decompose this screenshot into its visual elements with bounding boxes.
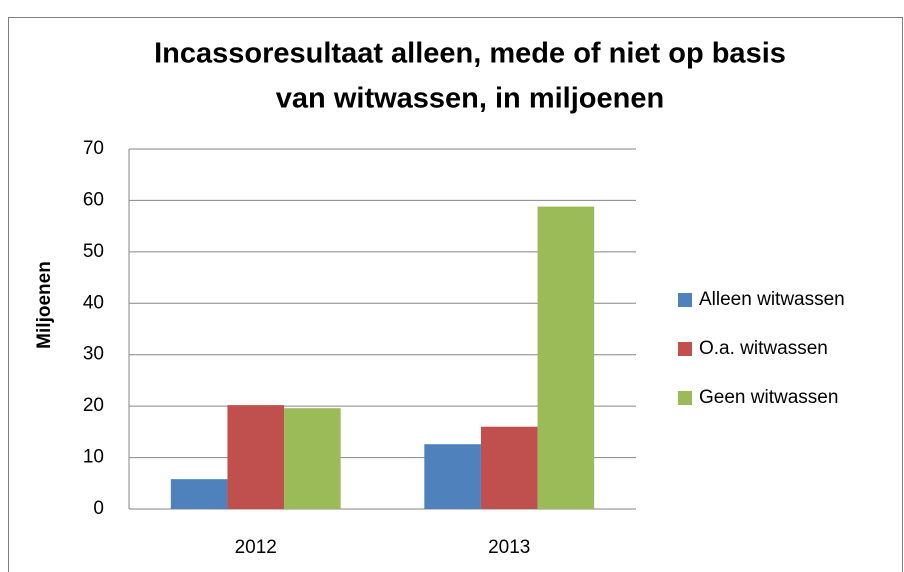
- y-tick-label: 60: [83, 189, 104, 210]
- x-tick-label: 2013: [488, 537, 530, 558]
- y-tick-label: 70: [83, 138, 104, 159]
- y-tick-label: 50: [83, 241, 104, 262]
- bar: [170, 479, 228, 509]
- y-tick-label: 30: [83, 344, 104, 365]
- legend-label: Alleen witwassen: [699, 289, 845, 310]
- y-tick-label: 10: [83, 447, 104, 468]
- bar: [537, 206, 595, 509]
- y-axis-label: Miljoenen: [34, 261, 55, 349]
- bar: [480, 426, 538, 509]
- y-tick-label: 0: [93, 498, 104, 519]
- legend-swatch: [678, 293, 692, 307]
- chart-title: Incassoresultaat alleen, mede of niet op…: [154, 38, 786, 70]
- legend-label: Geen witwassen: [699, 387, 838, 408]
- chart-title: van witwassen, in miljoenen: [276, 83, 664, 115]
- x-tick-label: 2012: [235, 537, 277, 558]
- bar: [227, 405, 285, 509]
- y-tick-label: 20: [83, 395, 104, 416]
- legend-swatch: [678, 391, 692, 405]
- bar: [424, 444, 481, 509]
- bar: [284, 408, 341, 509]
- y-tick-label: 40: [83, 292, 104, 313]
- legend-swatch: [678, 342, 692, 356]
- legend-label: O.a. witwassen: [699, 338, 828, 359]
